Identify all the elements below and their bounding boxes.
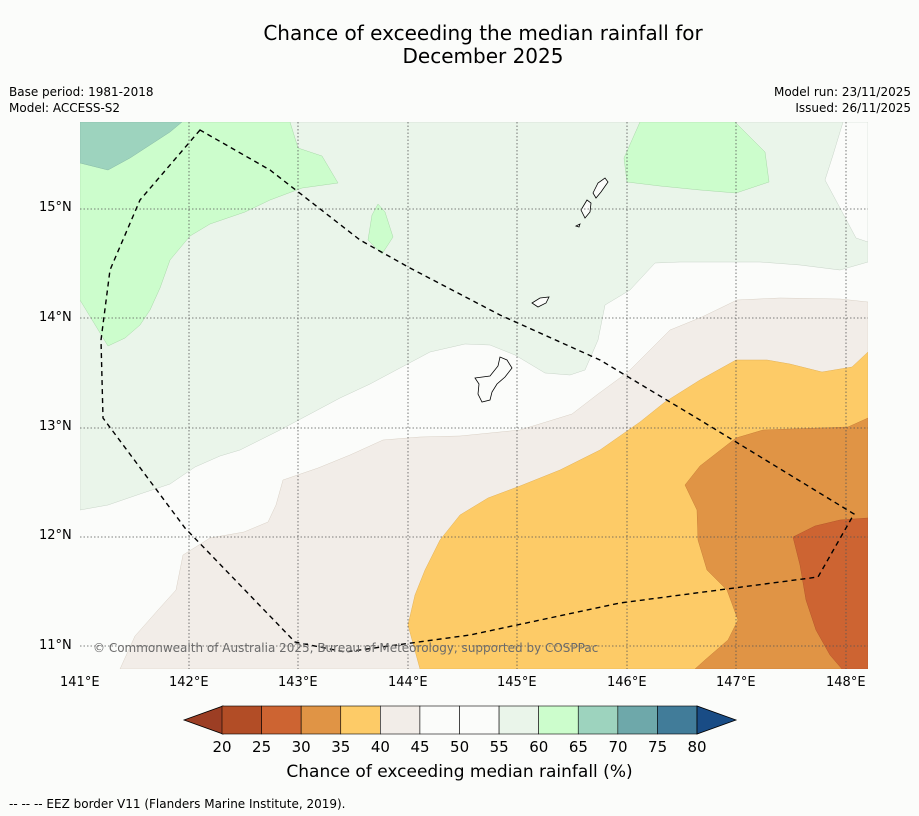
colorbar-cell-40-45 [380, 705, 421, 735]
colorbar-tick-70: 70 [608, 738, 628, 756]
colorbar-cell-70-75 [617, 705, 658, 735]
lon-label-141: 141°E [60, 675, 100, 690]
copyright-notice: © Commonwealth of Australia 2025, Bureau… [93, 641, 599, 655]
colorbar-tick-45: 45 [410, 738, 430, 756]
lon-label-142: 142°E [169, 675, 209, 690]
area-60-65-northeast [623, 122, 770, 194]
colorbar-title: Chance of exceeding median rainfall (%) [286, 762, 633, 782]
lat-label-12: 12°N [39, 528, 72, 543]
colorbar-cell-55-60 [498, 705, 539, 735]
colorbar-over-arrow [696, 705, 738, 735]
area-65-70 [80, 122, 183, 171]
area-55-60 [80, 122, 868, 511]
colorbar-cell-30-35 [300, 705, 342, 735]
colorbar-cell-35-40 [340, 705, 381, 735]
colorbar-tick-75: 75 [648, 738, 668, 756]
meta-left: Base period: 1981-2018 Model: ACCESS-S2 [9, 84, 154, 116]
eez-border [100, 129, 855, 653]
colorbar-tick-50: 50 [450, 738, 470, 756]
model-run: Model run: 23/11/2025 [773, 85, 911, 99]
lon-label-144: 144°E [388, 675, 428, 690]
map-title: Chance of exceeding the median rainfall … [0, 22, 919, 68]
colorbar-tick-65: 65 [568, 738, 588, 756]
area-60-65-west [80, 122, 339, 347]
colorbar-cell-75-80 [657, 705, 698, 735]
lon-label-146: 146°E [607, 675, 647, 690]
colorbar-cell-50-55 [459, 705, 500, 735]
colorbar-cell-60-65 [538, 705, 579, 735]
colorbar-tick-60: 60 [529, 738, 549, 756]
lat-label-15: 15°N [39, 200, 72, 215]
lat-label-13: 13°N [39, 419, 72, 434]
tinian-island [580, 199, 592, 219]
colorbar-tick-30: 30 [291, 738, 311, 756]
guam-island [474, 356, 513, 403]
model-name: Model: ACCESS-S2 [9, 101, 121, 115]
eez-legend-footer: -- -- -- EEZ border V11 (Flanders Marine… [9, 797, 346, 811]
aguijan-island [574, 223, 581, 228]
lon-label-143: 143°E [278, 675, 318, 690]
map-fill-layer [80, 122, 868, 669]
colorbar-under-arrow [182, 705, 224, 735]
area-white-northeast [824, 122, 868, 243]
colorbar-cell-65-70 [577, 705, 619, 735]
lat-label-11: 11°N [39, 638, 72, 653]
title-line-2: December 2025 [402, 44, 564, 68]
lon-label-148: 148°E [826, 675, 866, 690]
base-period: Base period: 1981-2018 [9, 85, 154, 99]
colorbar [182, 705, 738, 735]
colorbar-cell-45-50 [419, 705, 460, 735]
meta-right: Model run: 23/11/2025 Issued: 26/11/2025 [774, 84, 911, 116]
colorbar-tick-25: 25 [252, 738, 272, 756]
lon-label-145: 145°E [497, 675, 537, 690]
issued-date: Issued: 26/11/2025 [795, 101, 911, 115]
lon-label-147: 147°E [716, 675, 756, 690]
saipan-island [592, 177, 609, 199]
colorbar-cell-20-25 [221, 705, 262, 735]
title-line-1: Chance of exceeding the median rainfall … [263, 21, 703, 45]
area-60-65-small [367, 203, 394, 255]
colorbar-tick-40: 40 [370, 738, 390, 756]
colorbar-tick-20: 20 [212, 738, 232, 756]
colorbar-tick-55: 55 [489, 738, 509, 756]
area-25-30 [792, 517, 868, 669]
colorbar-tick-35: 35 [331, 738, 351, 756]
rota-island [531, 296, 550, 308]
lat-label-14: 14°N [39, 310, 72, 325]
colorbar-cell-25-30 [261, 705, 302, 735]
grid-lines [80, 122, 868, 669]
colorbar-tick-80: 80 [687, 738, 707, 756]
